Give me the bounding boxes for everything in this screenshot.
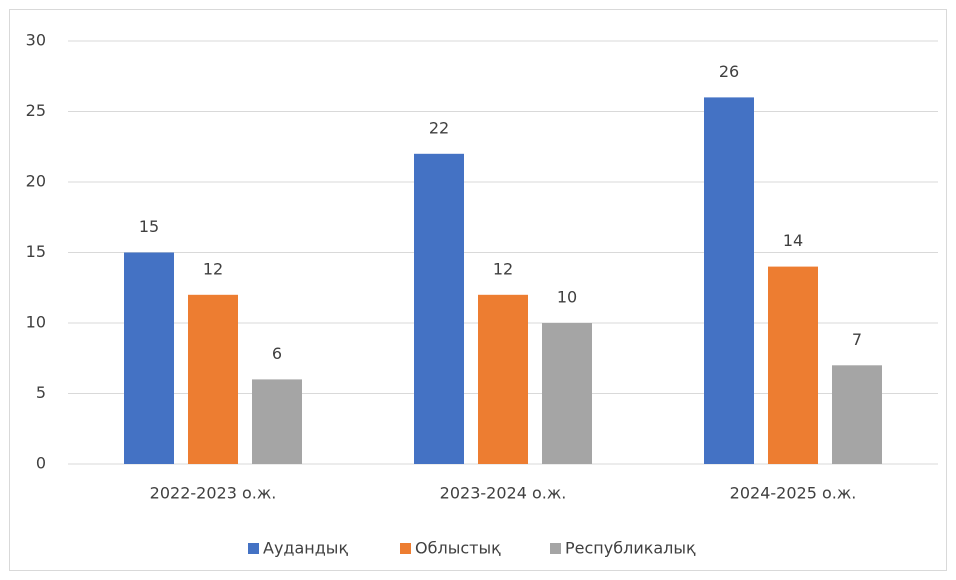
y-tick-label: 15 — [26, 242, 46, 261]
data-label: 10 — [557, 288, 577, 307]
bar — [252, 379, 302, 464]
legend-swatch — [400, 543, 411, 554]
y-tick-label: 20 — [26, 172, 46, 191]
bar — [478, 294, 528, 464]
data-label: 6 — [272, 344, 282, 363]
data-label: 14 — [783, 231, 803, 250]
bar — [188, 294, 238, 464]
bar — [704, 97, 754, 465]
data-label: 12 — [493, 259, 513, 278]
bar — [832, 365, 882, 464]
x-tick-label: 2023-2024 о.ж. — [440, 484, 567, 503]
x-tick-label: 2024-2025 о.ж. — [730, 484, 857, 503]
x-tick-label: 2022-2023 о.ж. — [150, 484, 277, 503]
legend-label: Облыстық — [415, 539, 501, 558]
legend-swatch — [550, 543, 561, 554]
data-label: 7 — [852, 330, 862, 349]
legend-label: Республикалық — [565, 539, 696, 558]
data-label: 22 — [429, 118, 449, 137]
y-tick-label: 10 — [26, 313, 46, 332]
data-label: 26 — [719, 62, 739, 81]
y-tick-label: 25 — [26, 101, 46, 120]
bar — [768, 266, 818, 464]
legend-label: Аудандық — [263, 539, 348, 558]
bar — [124, 252, 174, 464]
y-tick-label: 30 — [26, 31, 46, 50]
y-tick-label: 0 — [36, 454, 46, 473]
data-label: 12 — [203, 259, 223, 278]
legend-swatch — [248, 543, 259, 554]
data-label: 15 — [139, 217, 159, 236]
bar — [414, 153, 464, 465]
y-tick-label: 5 — [36, 383, 46, 402]
bar — [542, 323, 592, 464]
